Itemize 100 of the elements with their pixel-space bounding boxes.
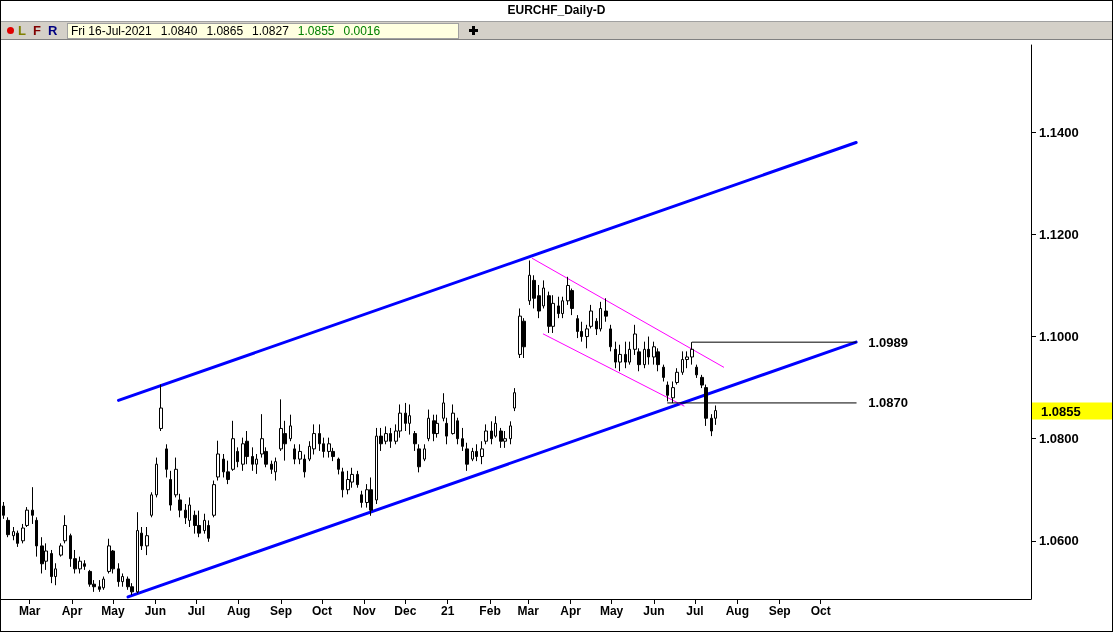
candlestick — [475, 443, 478, 462]
chart-title: EURCHF_Daily-D — [506, 3, 607, 18]
candlestick — [212, 480, 216, 518]
candlestick — [609, 324, 612, 352]
text: 1.0827 — [252, 24, 289, 38]
candlestick — [274, 457, 277, 482]
candlestick — [88, 569, 92, 588]
y-tick-label: 1.0800 — [1039, 431, 1079, 447]
candlestick — [40, 536, 44, 574]
x-tick-label: Jun — [144, 604, 167, 618]
x-tick-label: Jul — [686, 604, 704, 618]
x-tick-label: Mar — [19, 604, 41, 618]
candlestick — [231, 420, 235, 472]
candlestick — [136, 511, 139, 594]
candlestick — [50, 549, 53, 584]
candlestick — [518, 307, 522, 359]
candlestick — [155, 457, 158, 498]
x-tick-label: Aug — [725, 604, 749, 618]
candlestick — [413, 430, 417, 452]
x-tick-label: Dec — [394, 604, 417, 618]
candlestick — [165, 443, 168, 478]
x-tick-label: Feb — [479, 604, 501, 618]
candlestick — [117, 562, 120, 588]
candlestick — [624, 341, 627, 369]
candlestick — [327, 437, 331, 459]
candlestick — [216, 440, 220, 482]
x-tick-label: Oct — [810, 604, 831, 618]
candlestick — [576, 314, 579, 339]
candlestick — [427, 409, 430, 442]
candlestick — [346, 470, 350, 495]
x-tick-label: Jul — [187, 604, 206, 618]
candlestick — [604, 297, 608, 323]
candlestick — [675, 367, 679, 386]
candlestick — [499, 427, 503, 449]
text: 1.0855 — [1041, 403, 1081, 419]
candlestick — [197, 510, 201, 538]
candlestick — [293, 443, 296, 465]
candlestick — [337, 457, 340, 475]
candlestick — [16, 530, 19, 548]
candlestick — [561, 296, 564, 319]
candlestick — [471, 447, 474, 462]
candlestick — [369, 476, 373, 517]
x-tick-label: Apr — [560, 604, 582, 618]
x-tick-label: Nov — [353, 604, 377, 618]
candlestick — [695, 364, 698, 379]
candlestick — [63, 514, 67, 544]
candlestick — [126, 576, 130, 591]
candlestick — [551, 294, 555, 334]
candlestick — [188, 496, 191, 528]
annotation: 1.0870 — [868, 395, 908, 411]
candlestick — [31, 486, 34, 525]
text: Fri 16-Jul-2021 — [71, 24, 152, 38]
x-tick-label: 21 — [441, 604, 455, 618]
x-tick-label: Sep — [270, 604, 293, 618]
candlestick — [193, 510, 197, 535]
text: 0.0016 — [343, 24, 381, 38]
y-tick-label: 1.1200 — [1039, 226, 1079, 242]
candlestick — [356, 470, 359, 489]
candlestick — [557, 296, 560, 319]
candlestick — [145, 526, 149, 556]
candlestick — [25, 506, 29, 528]
candlestick — [589, 304, 593, 329]
candlestick — [585, 324, 589, 349]
candlestick — [404, 402, 407, 432]
candlestick — [98, 579, 101, 593]
x-tick-label: Jun — [643, 604, 665, 618]
text: F — [33, 23, 41, 38]
candlestick — [490, 420, 493, 445]
candlestick — [408, 403, 411, 436]
text: 1.0865 — [206, 24, 244, 38]
annotation: 1.0989 — [868, 334, 908, 350]
y-tick-label: 1.0600 — [1039, 533, 1079, 549]
candlestick — [643, 341, 646, 369]
candlestick — [59, 542, 63, 558]
y-tick-label: 1.1400 — [1039, 124, 1079, 140]
candlestick — [102, 576, 105, 591]
candlestick — [480, 440, 484, 465]
text: L — [18, 23, 26, 38]
candlestick — [360, 490, 363, 509]
candlestick — [107, 538, 111, 574]
x-tick-label: May — [101, 604, 126, 618]
candlestick — [251, 446, 254, 472]
candlestick — [503, 430, 507, 449]
candlestick — [513, 387, 516, 412]
candlestick — [465, 442, 469, 472]
candlestick — [169, 470, 172, 512]
candlestick — [35, 516, 38, 558]
candlestick — [547, 291, 551, 334]
x-tick-label: Aug — [227, 604, 251, 618]
candlestick — [21, 523, 25, 544]
x-tick-label: Apr — [61, 604, 83, 618]
candlestick — [6, 516, 10, 538]
candlestick — [435, 414, 439, 439]
candlestick — [289, 414, 292, 442]
candlestick — [341, 467, 344, 498]
candlestick — [423, 443, 426, 462]
text: 1.0840 — [160, 24, 198, 38]
y-tick-label: 1.1000 — [1039, 329, 1079, 345]
x-tick-label: Sep — [768, 604, 791, 618]
x-tick-label: Oct — [312, 604, 333, 618]
